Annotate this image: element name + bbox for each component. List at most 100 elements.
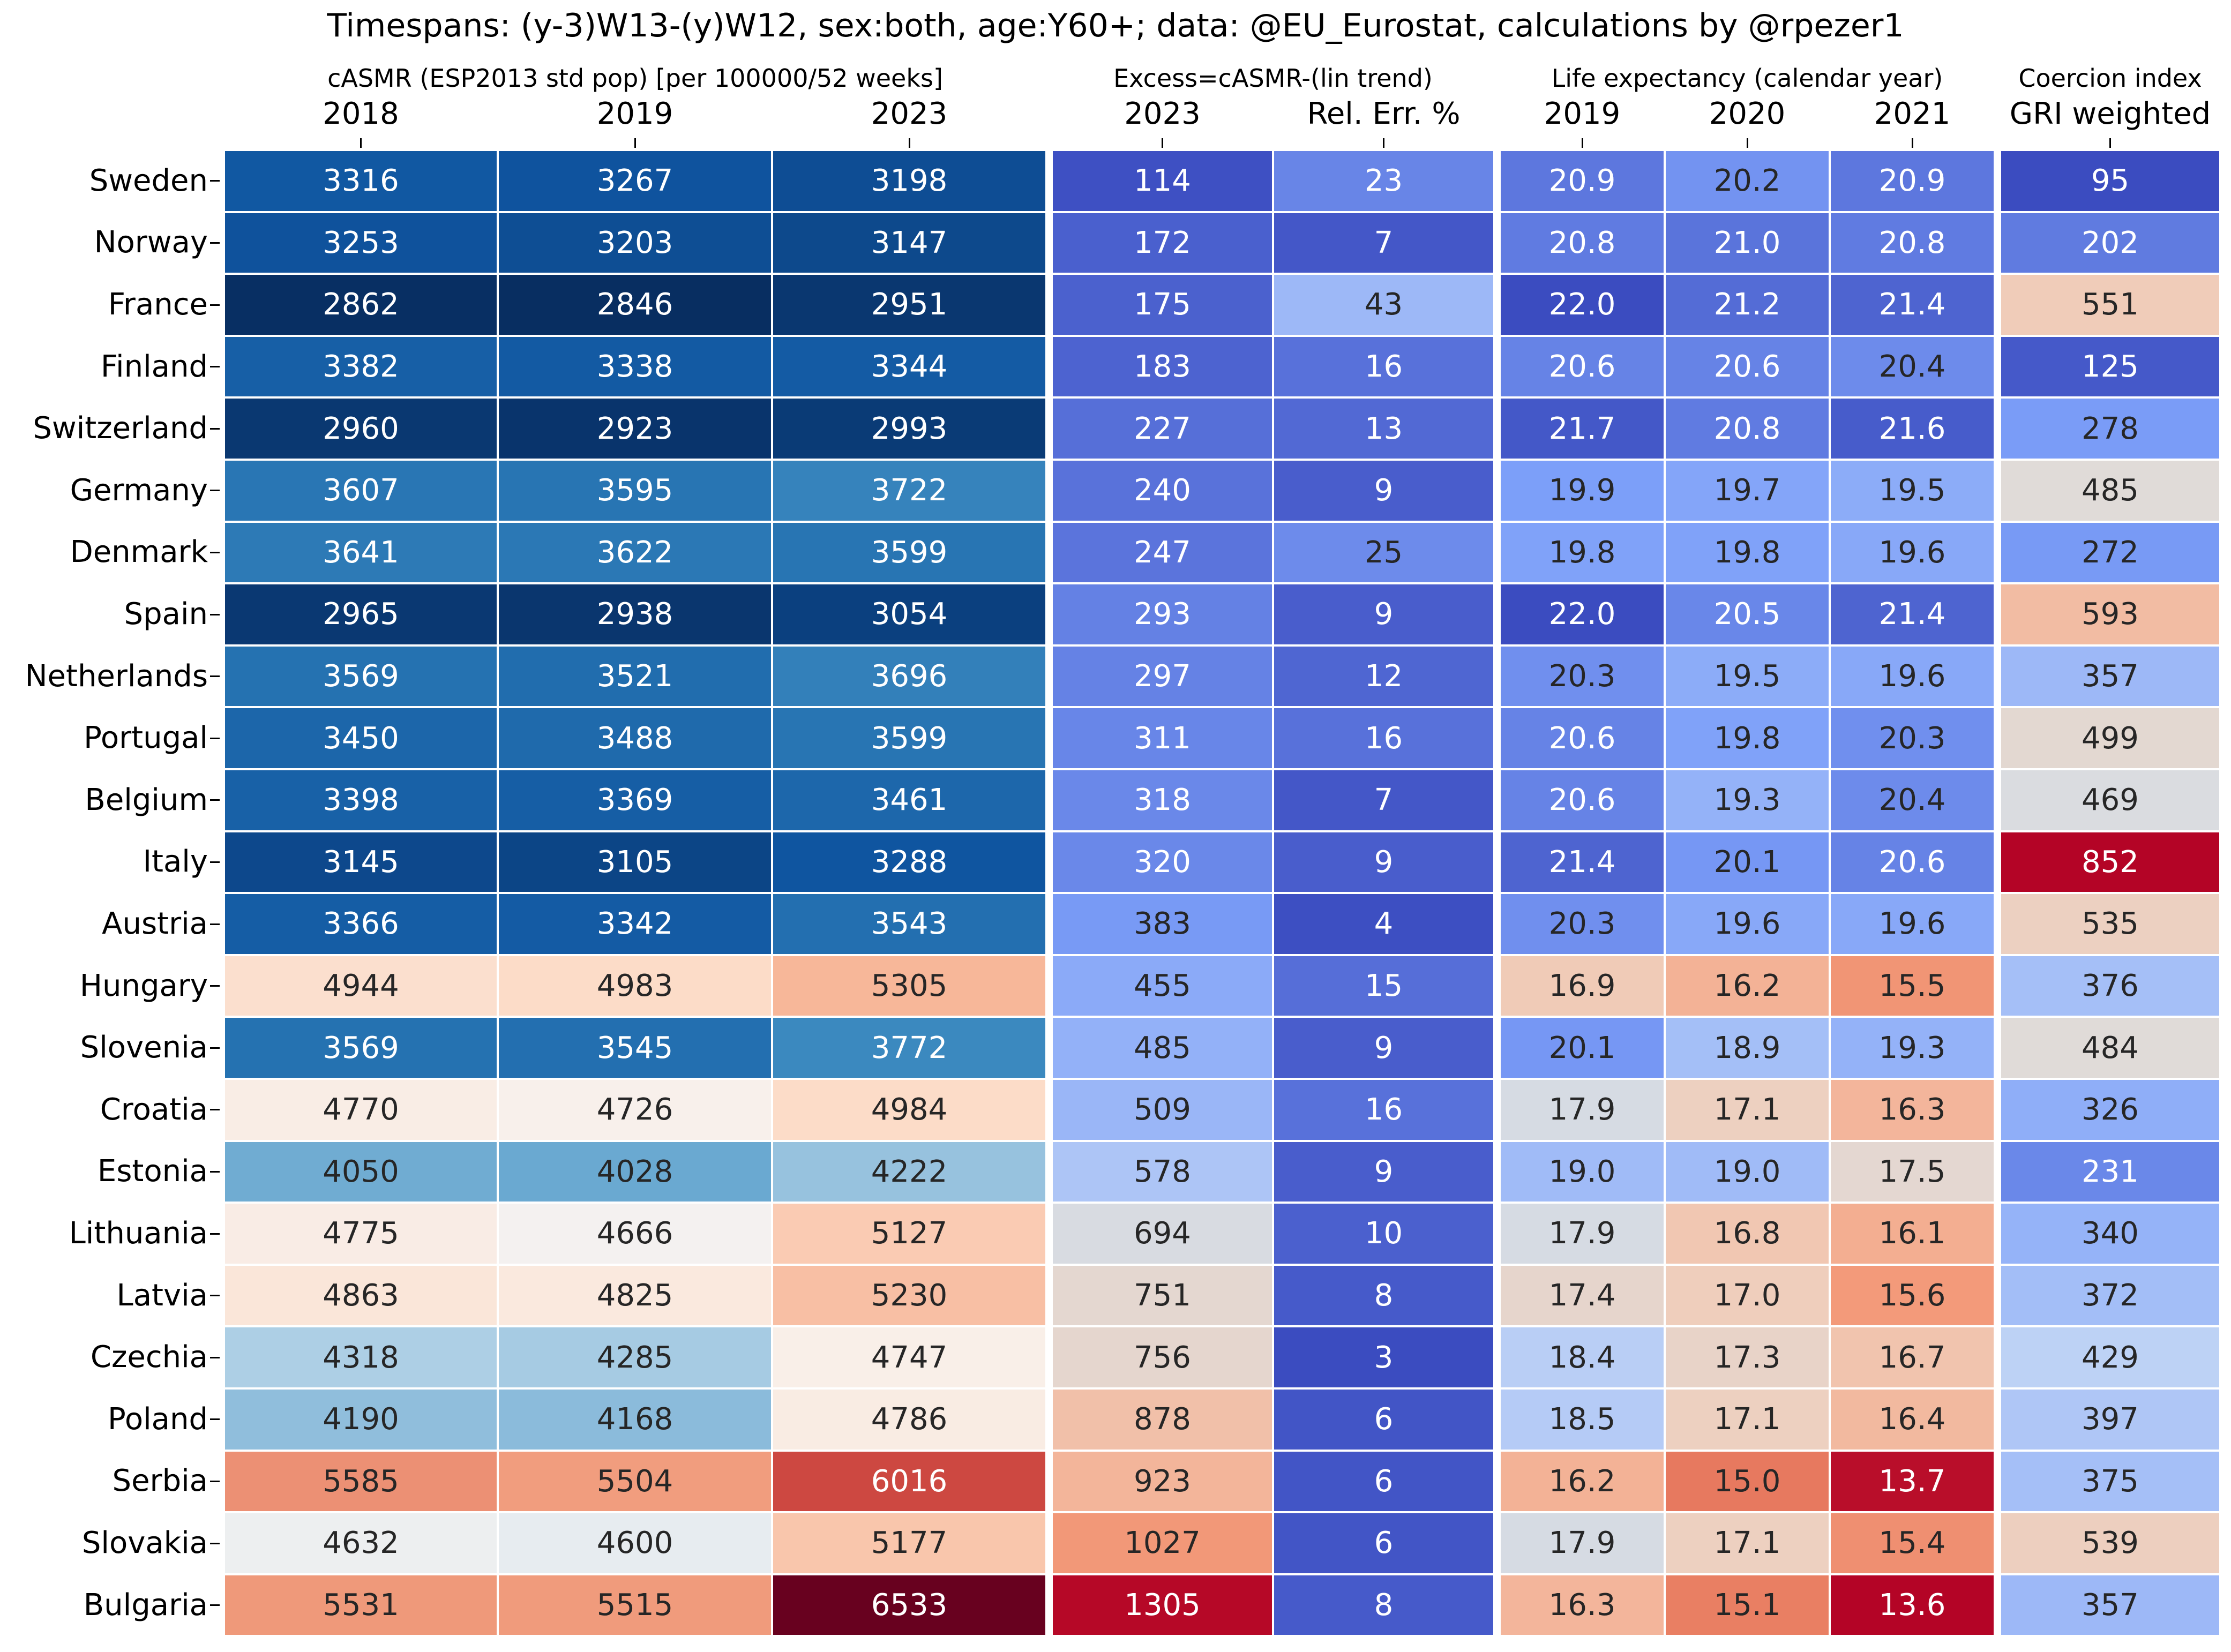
heatmap-cell: 19.8 xyxy=(1665,707,1830,769)
heatmap-cell: 114 xyxy=(1052,150,1273,212)
heatmap-cell: 278 xyxy=(2000,397,2220,460)
heatmap-cell: 20.1 xyxy=(1665,831,1830,893)
heatmap-cell: 10 xyxy=(1273,1203,1494,1265)
heatmap-cell: 4825 xyxy=(498,1264,772,1327)
heatmap-cell: 21.0 xyxy=(1665,212,1830,274)
heatmap-cell: 15.4 xyxy=(1830,1512,1995,1574)
heatmap-cell: 4222 xyxy=(772,1140,1046,1203)
heatmap-cell: 6 xyxy=(1273,1512,1494,1574)
heatmap-cell: 19.6 xyxy=(1830,521,1995,584)
heatmap-cell: 3369 xyxy=(498,769,772,831)
column-tick-mark xyxy=(1162,138,1163,148)
heatmap-cell: 320 xyxy=(1052,831,1273,893)
heatmap-cell: 13.6 xyxy=(1830,1574,1995,1636)
column-tick-mark xyxy=(360,138,362,148)
heatmap-cell: 8 xyxy=(1273,1264,1494,1327)
heatmap-cell: 3599 xyxy=(772,521,1046,584)
heatmap-cell: 21.7 xyxy=(1500,397,1665,460)
heatmap-cell: 4168 xyxy=(498,1388,772,1451)
heatmap-cell: 12 xyxy=(1273,645,1494,708)
heatmap-cell: 6016 xyxy=(772,1450,1046,1513)
heatmap-cell: 20.3 xyxy=(1830,707,1995,769)
heatmap-cell: 4984 xyxy=(772,1079,1046,1141)
heatmap-cell: 20.9 xyxy=(1500,150,1665,212)
heatmap-cell: 13.7 xyxy=(1830,1450,1995,1513)
row-tick-mark xyxy=(210,675,220,678)
heatmap-cell: 7 xyxy=(1273,212,1494,274)
heatmap-cell: 3545 xyxy=(498,1017,772,1079)
heatmap-cell: 4786 xyxy=(772,1388,1046,1451)
heatmap-cell: 20.4 xyxy=(1830,769,1995,831)
row-tick-label: France xyxy=(108,287,208,322)
row-tick-label: Slovakia xyxy=(81,1526,208,1560)
heatmap-cell: 21.6 xyxy=(1830,397,1995,460)
heatmap-cell: 1027 xyxy=(1052,1512,1273,1574)
heatmap-cell: 20.8 xyxy=(1500,212,1665,274)
row-tick-mark xyxy=(210,180,220,182)
heatmap-cell: 5585 xyxy=(224,1450,498,1513)
heatmap-cell: 17.1 xyxy=(1665,1512,1830,1574)
heatmap-cell: 9 xyxy=(1273,831,1494,893)
heatmap-cell: 19.6 xyxy=(1665,893,1830,955)
heatmap-cell: 3543 xyxy=(772,893,1046,955)
heatmap-cell: 240 xyxy=(1052,460,1273,522)
heatmap-cell: 19.8 xyxy=(1500,521,1665,584)
row-tick-label: Netherlands xyxy=(25,658,208,694)
heatmap-cell: 4666 xyxy=(498,1203,772,1265)
heatmap-cell: 16 xyxy=(1273,1079,1494,1141)
heatmap-cell: 4632 xyxy=(224,1512,498,1574)
row-tick-mark xyxy=(210,427,220,430)
heatmap-cell: 485 xyxy=(2000,460,2220,522)
heatmap-cell: 20.3 xyxy=(1500,893,1665,955)
heatmap-cell: 43 xyxy=(1273,274,1494,336)
row-tick-label: Switzerland xyxy=(33,411,208,446)
heatmap-cell: 3054 xyxy=(772,583,1046,645)
heatmap-cell: 4726 xyxy=(498,1079,772,1141)
heatmap-cell: 4770 xyxy=(224,1079,498,1141)
heatmap-cell: 17.5 xyxy=(1830,1140,1995,1203)
row-tick-mark xyxy=(210,366,220,368)
heatmap-cell: 923 xyxy=(1052,1450,1273,1513)
heatmap-cell: 16.8 xyxy=(1665,1203,1830,1265)
heatmap-cell: 20.6 xyxy=(1830,831,1995,893)
heatmap-cell: 5230 xyxy=(772,1264,1046,1327)
row-tick-mark xyxy=(210,1480,220,1482)
heatmap-cell: 3198 xyxy=(772,150,1046,212)
heatmap-cell: 16.2 xyxy=(1665,955,1830,1017)
heatmap-cell: 5305 xyxy=(772,955,1046,1017)
heatmap-cell: 17.9 xyxy=(1500,1079,1665,1141)
heatmap-cell: 4983 xyxy=(498,955,772,1017)
heatmap-cell: 17.1 xyxy=(1665,1388,1830,1451)
heatmap-cell: 3569 xyxy=(224,1017,498,1079)
column-tick-label: Rel. Err. % xyxy=(1307,96,1461,131)
heatmap-cell: 19.0 xyxy=(1665,1140,1830,1203)
row-tick-mark xyxy=(210,737,220,739)
row-tick-mark xyxy=(210,490,220,492)
column-tick-mark xyxy=(1383,138,1384,148)
row-tick-mark xyxy=(210,1233,220,1235)
heatmap-cell: 20.8 xyxy=(1830,212,1995,274)
heatmap-cell: 376 xyxy=(2000,955,2220,1017)
heatmap-cell: 21.4 xyxy=(1830,583,1995,645)
heatmap-cell: 20.9 xyxy=(1830,150,1995,212)
heatmap-cell: 2923 xyxy=(498,397,772,460)
heatmap-cell: 125 xyxy=(2000,335,2220,398)
heatmap-cell: 340 xyxy=(2000,1203,2220,1265)
heatmap-cell: 3595 xyxy=(498,460,772,522)
heatmap-cell: 247 xyxy=(1052,521,1273,584)
heatmap-cell: 3267 xyxy=(498,150,772,212)
heatmap-cell: 2938 xyxy=(498,583,772,645)
heatmap-cell: 551 xyxy=(2000,274,2220,336)
row-tick-mark xyxy=(210,1109,220,1111)
heatmap-cell: 22.0 xyxy=(1500,583,1665,645)
heatmap-cell: 3607 xyxy=(224,460,498,522)
heatmap-cell: 326 xyxy=(2000,1079,2220,1141)
heatmap-cell: 272 xyxy=(2000,521,2220,584)
heatmap-cell: 3772 xyxy=(772,1017,1046,1079)
column-group-label: cASMR (ESP2013 std pop) [per 100000/52 w… xyxy=(327,64,943,93)
row-tick-mark xyxy=(210,1418,220,1421)
row-tick-mark xyxy=(210,799,220,801)
row-tick-mark xyxy=(210,1047,220,1049)
heatmap-cell: 17.9 xyxy=(1500,1203,1665,1265)
heatmap-cell: 9 xyxy=(1273,583,1494,645)
